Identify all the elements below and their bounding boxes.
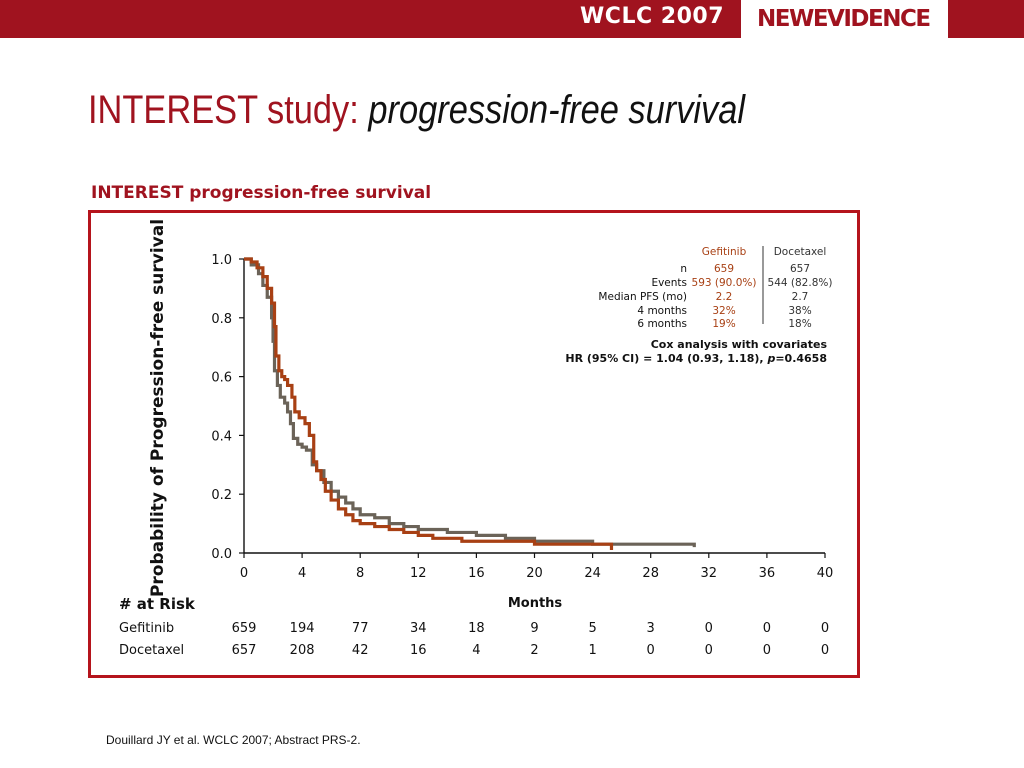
at-risk-value: 34: [410, 621, 427, 636]
x-tick-label: 16: [468, 566, 485, 581]
x-tick-label: 32: [701, 566, 718, 581]
km-chart: 0 4 8 12 16 20 24 28 32 36 400.00.20.40.60.81.0 Pr…: [119, 219, 833, 658]
at-risk-value: 0: [763, 621, 771, 636]
x-tick-label: 20: [526, 566, 543, 581]
y-tick-label: 0.2: [211, 488, 232, 503]
at-risk-value: 657: [232, 643, 257, 658]
x-axis-label: Months: [508, 596, 563, 611]
cox-hr: HR (95% CI) = 1.04 (0.93, 1.18), p=0.465…: [565, 352, 827, 365]
new-evidence-logo: NEWEVIDENCE: [757, 6, 931, 32]
slide-title: INTEREST study: progression-free surviva…: [88, 88, 745, 133]
stats-row-label: 4 months: [637, 305, 687, 317]
stats-row-gefitinib: 2.2: [716, 291, 733, 303]
at-risk-value: 0: [705, 643, 713, 658]
y-axis-label: Probability of Progression-free survival: [148, 219, 168, 597]
cox-p-symbol: p: [766, 352, 775, 365]
stats-table: Gefitinib Docetaxel n 659 657 Events 593…: [565, 246, 832, 365]
x-tick-label: 4: [298, 566, 306, 581]
stats-row-gefitinib: 19%: [712, 318, 735, 330]
at-risk-value: 194: [290, 621, 315, 636]
x-tick-label: 12: [410, 566, 427, 581]
at-risk-row-label: Docetaxel: [119, 643, 184, 658]
x-tick-label: 28: [642, 566, 659, 581]
at-risk-value: 0: [647, 643, 655, 658]
footnote: Douillard JY et al. WCLC 2007; Abstract …: [106, 733, 361, 747]
slide-title-emphasis: progression-free survival: [368, 88, 746, 132]
y-tick-label: 0.4: [211, 429, 232, 444]
cox-title: Cox analysis with covariates: [651, 338, 828, 351]
stats-row-docetaxel: 18%: [788, 318, 811, 330]
stats-row-docetaxel: 38%: [788, 305, 811, 317]
x-tick-label: 0: [240, 566, 248, 581]
cox-hr-prefix: HR (95% CI) = 1.04 (0.93, 1.18),: [565, 352, 767, 365]
at-risk-value: 659: [232, 621, 257, 636]
at-risk-value: 9: [530, 621, 538, 636]
stats-row-gefitinib: 659: [714, 263, 734, 275]
stats-row-docetaxel: 657: [790, 263, 810, 275]
at-risk-value: 3: [647, 621, 655, 636]
km-curve-gefitinib: [244, 257, 614, 551]
stats-row-docetaxel: 544 (82.8%): [768, 277, 833, 289]
at-risk-value: 5: [588, 621, 596, 636]
x-tick-label: 24: [584, 566, 601, 581]
y-tick-label: 0.6: [211, 371, 232, 386]
figure-frame: 0 4 8 12 16 20 24 28 32 36 40 0.0 0.2 0.4 0.6 0.8 1.0 Pr…: [88, 210, 860, 678]
stats-col-docetaxel: Docetaxel: [774, 246, 827, 258]
at-risk-value: 16: [410, 643, 427, 658]
stats-row-label: Median PFS (mo): [598, 291, 687, 303]
slide-title-prefix: INTEREST study:: [88, 88, 359, 132]
stats-row-label: 6 months: [637, 318, 687, 330]
chart-axes: 0 4 8 12 16 20 24 28 32 36 40 0.0 0.2 0.4 0.6 0.8 1.0: [211, 253, 833, 581]
header-bar: WCLC 2007 NEWEVIDENCE: [0, 0, 1024, 38]
stats-col-gefitinib: Gefitinib: [702, 246, 747, 258]
at-risk-value: 0: [763, 643, 771, 658]
cox-p-value: =0.4658: [775, 352, 827, 365]
at-risk-value: 0: [821, 621, 829, 636]
x-tick-label: 36: [759, 566, 776, 581]
at-risk-value: 208: [290, 643, 315, 658]
at-risk-value: 1: [588, 643, 596, 658]
conference-label: WCLC 2007: [580, 4, 724, 29]
y-tick-label: 0.8: [211, 312, 232, 327]
at-risk-value: 0: [821, 643, 829, 658]
at-risk-value: 77: [352, 621, 369, 636]
at-risk-table: # at Risk Gefitinib Docetaxel 659 194 77 34…: [119, 595, 829, 658]
stats-row-gefitinib: 32%: [712, 305, 735, 317]
figure-title: INTEREST progression-free survival: [91, 183, 432, 203]
logo-box: NEWEVIDENCE: [741, 0, 948, 38]
stats-row-gefitinib: 593 (90.0%): [692, 277, 757, 289]
x-tick-label: 8: [356, 566, 364, 581]
stats-row-label: n: [680, 263, 687, 275]
x-tick-label: 40: [817, 566, 834, 581]
y-tick-label: 1.0: [211, 253, 232, 268]
at-risk-value: 4: [472, 643, 480, 658]
at-risk-value: 0: [705, 621, 713, 636]
at-risk-value: 2: [530, 643, 538, 658]
at-risk-value: 42: [352, 643, 369, 658]
at-risk-row-label: Gefitinib: [119, 621, 174, 636]
stats-row-docetaxel: 2.7: [792, 291, 809, 303]
chart-curves: [244, 257, 696, 551]
y-tick-label: 0.0: [211, 547, 232, 562]
stats-row-label: Events: [651, 277, 687, 289]
at-risk-title: # at Risk: [119, 595, 196, 613]
at-risk-value: 18: [468, 621, 485, 636]
